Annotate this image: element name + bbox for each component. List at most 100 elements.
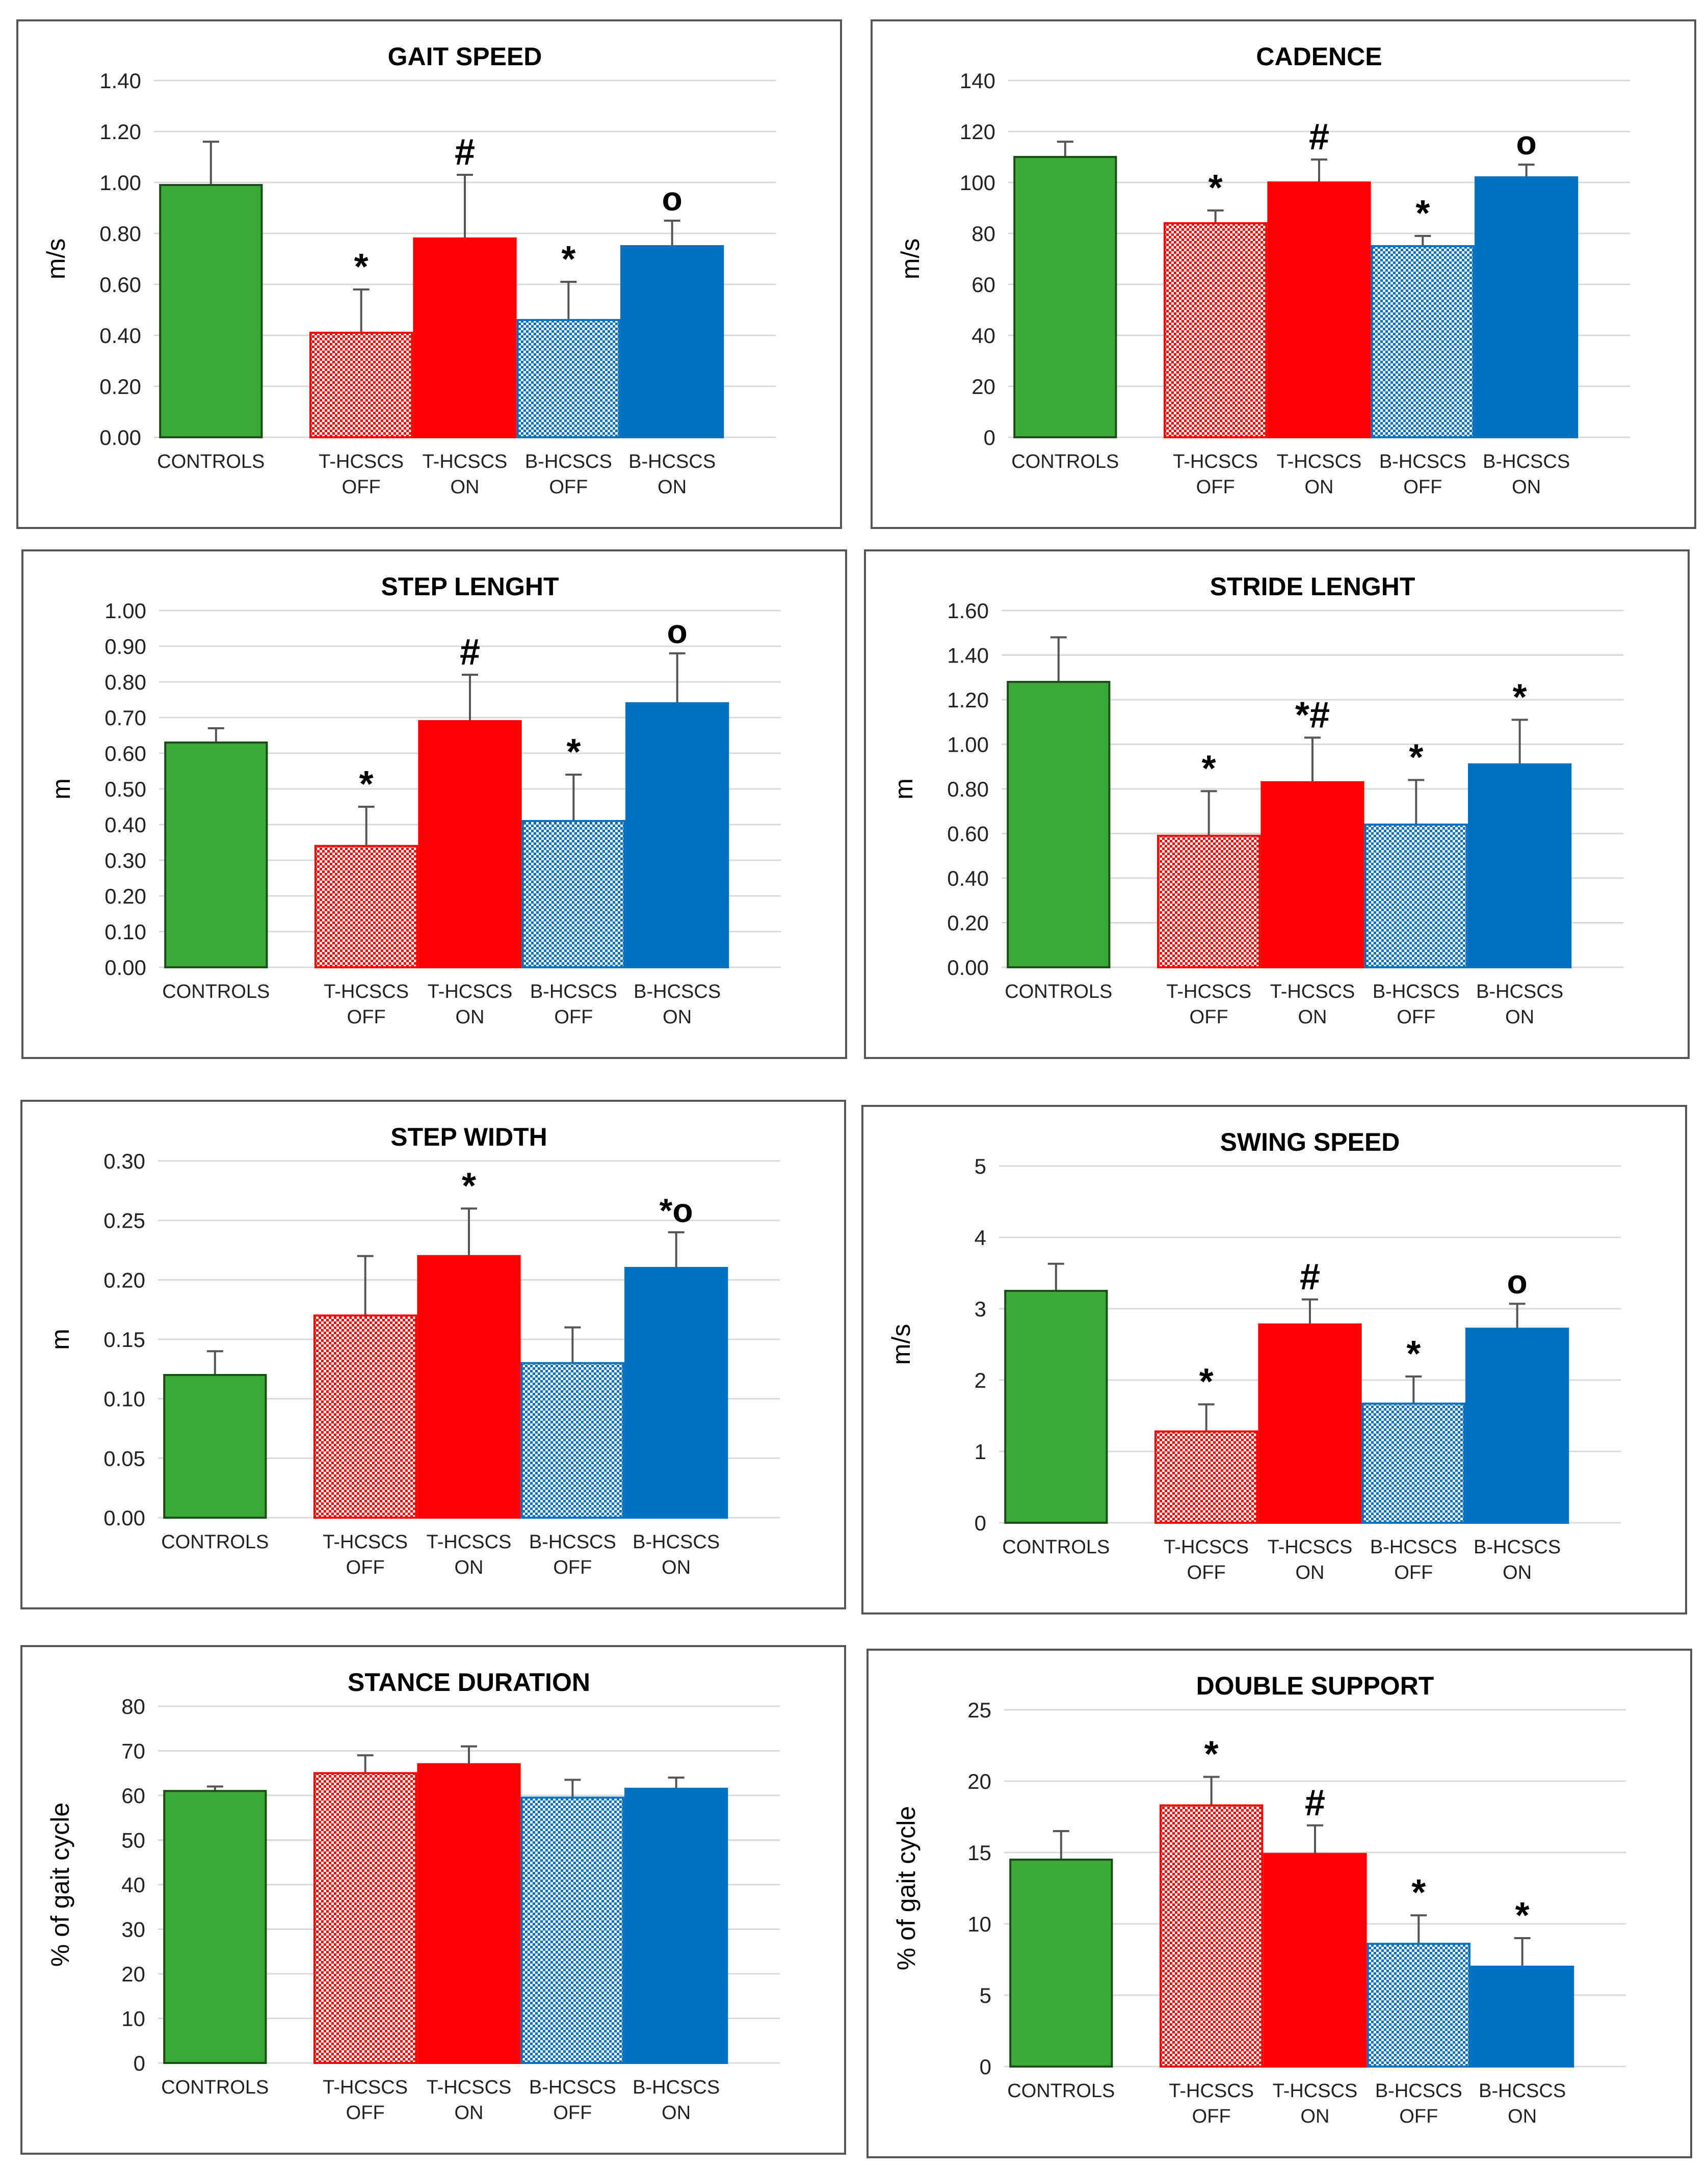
category-label: OFF (549, 477, 588, 498)
category-label: OFF (1397, 1007, 1435, 1028)
bar-b_off (521, 820, 625, 968)
chart-title: STRIDE LENGHT (1210, 572, 1415, 601)
category-label: B-HCSCS (1379, 451, 1466, 472)
category-label: ON (1305, 477, 1334, 498)
category-label: T-HCSCS (428, 981, 513, 1002)
significance-marker: * (1415, 193, 1430, 234)
category-label: ON (1505, 1007, 1534, 1028)
category-label: OFF (346, 2102, 385, 2124)
y-tick-label: 1.40 (99, 69, 141, 93)
category-label: ON (1503, 1562, 1532, 1583)
bar-controls (164, 742, 268, 968)
bar-b_off (1367, 1943, 1470, 2068)
category-label: CONTROLS (157, 451, 265, 472)
y-tick-label: 0.10 (103, 1387, 145, 1411)
bar-t_on (1258, 1323, 1362, 1524)
category-label: OFF (1403, 477, 1442, 498)
category-label: OFF (553, 2102, 592, 2124)
significance-marker: * (1406, 1334, 1421, 1374)
y-tick-label: 2 (975, 1368, 986, 1392)
bar-b_off (516, 319, 620, 438)
category-label: B-HCSCS (1370, 1537, 1457, 1558)
y-tick-label: 0.20 (103, 1268, 145, 1292)
category-label: ON (662, 2102, 691, 2124)
y-tick-label: 1.00 (104, 599, 146, 623)
y-tick-label: 10 (967, 1912, 991, 1936)
chart-double-support: DOUBLE SUPPORT 0 5 10 15 20 25 % of gait cycle C… (866, 1649, 1692, 2158)
y-tick-label: 0.60 (947, 822, 989, 846)
chart-panel-double-support: DOUBLE SUPPORT 0 5 10 15 20 25 % of gait cycle C… (866, 1649, 1692, 2158)
bar-controls (1013, 156, 1117, 438)
category-label: CONTROLS (162, 981, 270, 1002)
y-tick-label: 1 (975, 1440, 986, 1464)
y-tick-label: 1.20 (99, 120, 141, 144)
bar-t_on (413, 237, 517, 438)
significance-marker: * (1409, 737, 1423, 778)
chart-panel-step-width: STEP WIDTH 0.00 0.05 0.10 0.15 0.20 0.25 0.30 m C… (20, 1100, 846, 1609)
bar-t_off (1154, 1430, 1258, 1524)
y-tick-label: 5 (975, 1154, 986, 1178)
y-tick-label: 0.80 (99, 222, 141, 246)
category-label: B-HCSCS (1476, 981, 1563, 1002)
bar-t_off (1160, 1804, 1264, 2068)
y-tick-label: 140 (960, 69, 995, 93)
significance-marker: *o (660, 1192, 693, 1229)
category-label: CONTROLS (1011, 451, 1119, 472)
y-tick-label: 20 (971, 375, 995, 399)
category-label: ON (1296, 1562, 1325, 1583)
category-label: T-HCSCS (1164, 1537, 1249, 1558)
y-tick-label: 0.10 (104, 920, 146, 944)
category-label: OFF (553, 1557, 592, 1578)
bar-b_on (1468, 763, 1572, 968)
category-label: T-HCSCS (319, 451, 404, 472)
y-tick-label: 100 (960, 171, 995, 195)
category-label: ON (1508, 2106, 1537, 2127)
y-tick-label: 80 (971, 222, 995, 246)
chart-panel-step-lenght: STEP LENGHT 0.00 0.10 0.20 0.30 0.40 0.50 0.60 0… (21, 549, 847, 1059)
significance-marker: # (455, 132, 475, 173)
significance-marker: o (1507, 1263, 1528, 1301)
category-label: ON (456, 1007, 485, 1028)
category-label: CONTROLS (161, 1531, 269, 1553)
y-tick-label: 70 (121, 1739, 145, 1763)
category-label: CONTROLS (1002, 1537, 1110, 1558)
category-label: CONTROLS (1007, 2080, 1115, 2102)
significance-marker: *# (1295, 695, 1330, 735)
significance-marker: * (1204, 1734, 1219, 1775)
bar-b_off (1361, 1402, 1465, 1524)
category-label: ON (455, 2102, 484, 2124)
category-label: T-HCSCS (423, 451, 508, 472)
category-label: B-HCSCS (1483, 451, 1570, 472)
significance-marker: * (1513, 677, 1527, 718)
y-tick-label: 0.25 (103, 1209, 145, 1233)
chart-stride-lenght: STRIDE LENGHT 0.00 0.20 0.40 0.60 0.80 1.00 1.2… (864, 549, 1690, 1059)
y-tick-label: 10 (121, 2007, 145, 2031)
bar-t_on (418, 720, 522, 968)
bar-b_off (520, 1362, 624, 1519)
category-label: OFF (1190, 1007, 1228, 1028)
category-label: ON (451, 477, 480, 498)
y-tick-label: 0.05 (103, 1446, 145, 1470)
chart-panel-cadence: CADENCE 0 20 40 60 80 100 120 140 m/s CONTROLS * T-H… (871, 19, 1696, 529)
y-tick-label: 1.60 (947, 599, 989, 623)
significance-marker: * (359, 764, 374, 805)
y-tick-label: 0.00 (104, 956, 146, 980)
chart-step-width: STEP WIDTH 0.00 0.05 0.10 0.15 0.20 0.25 0.30 m C… (20, 1100, 846, 1609)
category-label: T-HCSCS (324, 981, 409, 1002)
y-tick-label: 3 (975, 1297, 986, 1321)
y-tick-label: 0.20 (947, 911, 989, 935)
significance-marker: # (1300, 1257, 1320, 1298)
y-tick-label: 1.00 (99, 171, 141, 195)
y-tick-label: 0.90 (104, 634, 146, 658)
category-label: OFF (554, 1007, 593, 1028)
bar-b_on (620, 245, 724, 438)
y-axis-label: m/s (887, 1324, 915, 1365)
chart-title: CADENCE (1256, 42, 1382, 71)
bar-b_on (625, 702, 729, 968)
category-label: B-HCSCS (529, 2077, 616, 2098)
category-label: T-HCSCS (1173, 451, 1258, 472)
significance-marker: * (566, 732, 581, 773)
category-label: B-HCSCS (529, 1531, 616, 1553)
y-axis-label: m (47, 778, 75, 800)
category-label: T-HCSCS (1268, 1537, 1353, 1558)
